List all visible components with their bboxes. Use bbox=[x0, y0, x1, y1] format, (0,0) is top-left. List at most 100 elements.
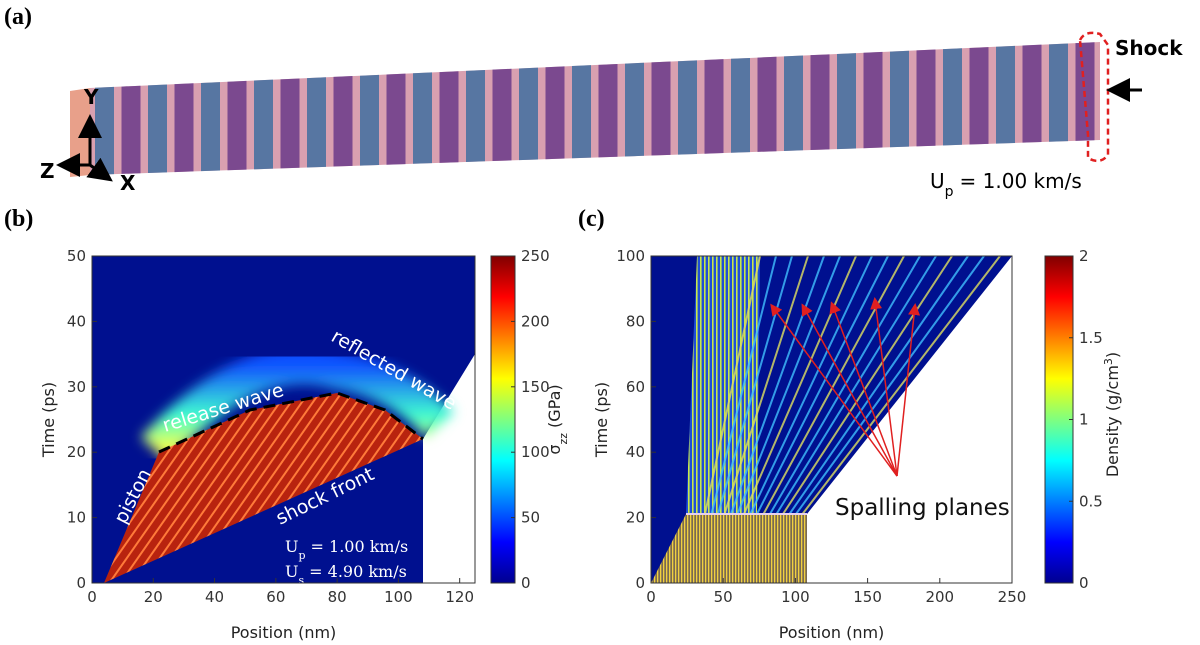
atom-band bbox=[704, 59, 724, 154]
annotation: Spalling planes bbox=[835, 495, 1010, 521]
atom-band bbox=[386, 73, 406, 165]
sub: p bbox=[945, 184, 954, 200]
atom-band bbox=[651, 61, 671, 156]
shocked-region bbox=[104, 393, 423, 583]
spall-line bbox=[704, 255, 761, 515]
arrow bbox=[896, 303, 921, 477]
atom-band bbox=[545, 66, 565, 160]
spall-line bbox=[801, 255, 1001, 515]
x-tick-label: 0 bbox=[646, 588, 656, 606]
compressed-region bbox=[651, 514, 807, 583]
atom-band bbox=[996, 45, 1015, 144]
heatmap-c: Spalling planes bbox=[651, 255, 1012, 583]
atom-band bbox=[492, 68, 512, 162]
empty-region bbox=[807, 256, 1012, 583]
colorbar-tick-label: 150 bbox=[521, 378, 550, 396]
velocity: Up = 1.00 km/s bbox=[930, 169, 1082, 200]
atom-band bbox=[148, 84, 167, 173]
shock-box bbox=[1078, 31, 1110, 163]
x-tick-label: 60 bbox=[266, 588, 285, 606]
colorbar-tick-label: 200 bbox=[521, 312, 550, 330]
y-tick-label: 0 bbox=[76, 574, 86, 592]
spall-line bbox=[723, 255, 809, 515]
text: = 4.90 km/s bbox=[309, 562, 407, 581]
x-tick-label: 20 bbox=[144, 588, 163, 606]
heatmap-b: piston release wave reflected wave shock… bbox=[92, 256, 475, 587]
colorbar-label: Density (g/cm3) bbox=[1102, 352, 1123, 477]
y-tick-label: 60 bbox=[626, 378, 645, 396]
y-tick-label: 50 bbox=[67, 247, 86, 265]
colorbar-tick-label: 1 bbox=[1079, 411, 1089, 429]
atom-band bbox=[598, 63, 618, 158]
label-part: σ bbox=[545, 445, 564, 455]
x-tick-label: 120 bbox=[445, 588, 474, 606]
atom-band bbox=[254, 79, 273, 170]
x-tick-label: 150 bbox=[853, 588, 882, 606]
atom-band bbox=[413, 72, 432, 164]
x-tick-label: 40 bbox=[205, 588, 224, 606]
arrow bbox=[770, 303, 898, 477]
x-tick-label: 200 bbox=[925, 588, 954, 606]
spall-line bbox=[756, 255, 889, 515]
axes-box bbox=[91, 255, 476, 584]
label-part: ) bbox=[1103, 352, 1122, 358]
atom-band bbox=[784, 55, 803, 151]
axis-y: Y bbox=[83, 85, 99, 109]
atom-band bbox=[519, 67, 538, 161]
label-part: zz bbox=[557, 433, 570, 445]
sym: U bbox=[930, 169, 945, 193]
x-axis-arrow bbox=[86, 157, 113, 182]
spall-line bbox=[769, 255, 921, 515]
atom-band bbox=[360, 74, 379, 166]
x-tick-label: 100 bbox=[781, 588, 810, 606]
atom-band bbox=[837, 53, 856, 150]
atom-band bbox=[307, 77, 326, 168]
y-tick-label: 10 bbox=[67, 509, 86, 527]
axis-x: X bbox=[120, 171, 136, 195]
y-axis-label: Time (ps) bbox=[592, 382, 611, 458]
panel-a: (a) Shock Y Z X Up = 1.00 km/s bbox=[4, 4, 1183, 200]
bands bbox=[95, 42, 1095, 175]
atom-band bbox=[174, 83, 194, 173]
colorbar bbox=[1044, 255, 1074, 584]
sub: p bbox=[298, 549, 305, 562]
y-tick-label: 40 bbox=[67, 312, 86, 330]
y-tick-label: 40 bbox=[626, 443, 645, 461]
arrow bbox=[870, 297, 898, 477]
spall-line bbox=[730, 255, 825, 515]
label-part: Density (g/cm bbox=[1103, 365, 1122, 477]
atom-band bbox=[916, 49, 936, 147]
panel-label: (b) bbox=[4, 206, 33, 232]
arrows bbox=[770, 297, 921, 477]
annotation: Up = 1.00 km/s bbox=[285, 537, 408, 562]
colorbar bbox=[490, 255, 516, 584]
colorbar-tick-label: 0.5 bbox=[1079, 492, 1103, 510]
arrow bbox=[801, 303, 898, 477]
spall-line bbox=[782, 255, 953, 515]
y-tick-label: 80 bbox=[626, 312, 645, 330]
atom-band bbox=[121, 85, 141, 174]
atom-band bbox=[890, 50, 909, 148]
spall-line bbox=[736, 255, 841, 515]
spall-line bbox=[788, 255, 969, 515]
atom-band bbox=[863, 51, 883, 149]
atom-band bbox=[1022, 44, 1042, 143]
atom-band bbox=[1049, 43, 1068, 142]
atom-band bbox=[757, 56, 777, 152]
atom-band bbox=[625, 62, 644, 157]
spall-line bbox=[749, 255, 873, 515]
x-tick-label: 250 bbox=[998, 588, 1027, 606]
y-tick-label: 30 bbox=[67, 378, 86, 396]
colorbar-tick-label: 1.5 bbox=[1079, 329, 1103, 347]
spall-line bbox=[710, 255, 777, 515]
atom-band bbox=[969, 47, 989, 145]
atom-band bbox=[572, 65, 591, 159]
sub: s bbox=[298, 574, 304, 587]
atom-band bbox=[280, 78, 300, 169]
dashed-front bbox=[158, 391, 424, 454]
colorbar-tick-label: 250 bbox=[521, 247, 550, 265]
text: = 1.00 km/s bbox=[960, 169, 1082, 193]
x-axis-label: Position (nm) bbox=[231, 623, 337, 642]
